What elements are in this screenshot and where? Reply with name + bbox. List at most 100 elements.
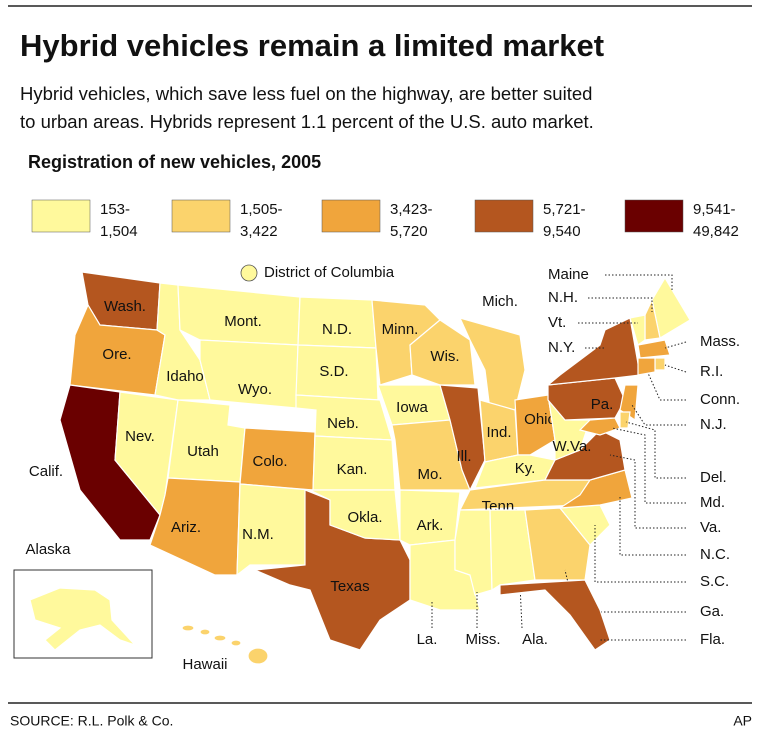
state-label: Ariz. xyxy=(171,519,201,536)
state-label: Maine xyxy=(548,266,589,283)
legend-label: 1,505- xyxy=(240,201,283,218)
legend-swatch xyxy=(31,199,91,233)
state-label: Mich. xyxy=(482,293,518,310)
state-label: Wis. xyxy=(430,348,459,365)
state-shape xyxy=(619,384,639,422)
leader-line xyxy=(625,421,686,479)
state-shape xyxy=(619,411,631,429)
state-label: Okla. xyxy=(347,509,382,526)
state-label: Iowa xyxy=(396,399,428,416)
legend-swatch xyxy=(474,199,534,233)
state-label: Alaska xyxy=(25,541,71,558)
state-label: N.H. xyxy=(548,289,578,306)
state-label: Kan. xyxy=(337,461,368,478)
state-shape xyxy=(489,509,536,592)
state-shape xyxy=(213,634,227,642)
state-label: R.I. xyxy=(700,363,723,380)
state-shape xyxy=(199,628,211,636)
state-label: N.Y. xyxy=(548,339,575,356)
state-shape xyxy=(546,317,641,386)
state-label: Neb. xyxy=(327,415,359,432)
legend-label: 5,720 xyxy=(390,223,428,240)
state-label: N.D. xyxy=(322,321,352,338)
state-shape xyxy=(236,483,311,577)
state-label: Ill. xyxy=(457,448,472,465)
state-shape xyxy=(524,507,591,581)
legend-title: Registration of new vehicles, 2005 xyxy=(28,152,321,172)
state-label: Ind. xyxy=(486,424,511,441)
state-shape xyxy=(578,417,621,436)
leader-line xyxy=(605,274,673,290)
state-label: Mass. xyxy=(700,333,740,350)
state-label: W.Va. xyxy=(553,438,592,455)
state-shape xyxy=(199,339,299,409)
leader-line xyxy=(664,364,687,373)
state-label: Wyo. xyxy=(238,381,272,398)
state-label: Ark. xyxy=(417,517,444,534)
legend-label: 9,540 xyxy=(543,223,581,240)
alaska-inset-frame xyxy=(13,569,153,659)
state-shape xyxy=(247,647,269,665)
state-shape xyxy=(230,639,242,647)
state-label: Del. xyxy=(700,469,727,486)
state-label: Mont. xyxy=(224,313,262,330)
state-label: S.C. xyxy=(700,573,729,590)
legend: 153- 1,504 1,505- 3,422 3,423- 5,720 5,721- 9,5… xyxy=(31,199,739,240)
state-label: Nev. xyxy=(125,428,155,445)
state-shape xyxy=(29,587,136,651)
state-label: Fla. xyxy=(700,631,725,648)
state-label: Colo. xyxy=(252,453,287,470)
dc-marker xyxy=(240,264,258,282)
leader-line xyxy=(611,427,686,504)
legend-swatch xyxy=(321,199,381,233)
legend-label: 153- xyxy=(100,201,130,218)
state-label: N.J. xyxy=(700,416,727,433)
legend-swatch xyxy=(171,199,231,233)
source: SOURCE: R.L. Polk & Co. xyxy=(10,713,173,729)
legend-label: 49,842 xyxy=(693,223,739,240)
state-shape xyxy=(167,399,246,483)
state-label: N.C. xyxy=(700,546,730,563)
state-label: Pa. xyxy=(591,396,614,413)
leader-line xyxy=(594,525,686,583)
leader-line xyxy=(588,297,653,312)
legend-label: 3,422 xyxy=(240,223,278,240)
leader-line xyxy=(664,341,687,349)
state-label: Ala. xyxy=(522,631,548,648)
legend-label: 1,504 xyxy=(100,223,138,240)
leader-line xyxy=(619,495,686,556)
state-label: Texas xyxy=(330,578,369,595)
leader-line xyxy=(609,454,686,529)
state-label: Idaho xyxy=(166,368,204,385)
dc-label: District of Columbia xyxy=(264,264,395,281)
state-label: N.M. xyxy=(242,526,274,543)
title: Hybrid vehicles remain a limited market xyxy=(20,28,604,63)
states: Wash. Ore. Calif. Nev. Idaho Mont. Wyo. Utah Col… xyxy=(25,264,740,673)
state-label: Hawaii xyxy=(182,656,227,673)
subtitle-line: to urban areas. Hybrids represent 1.1 pe… xyxy=(20,111,594,132)
state-shape xyxy=(309,489,401,541)
state-label: Md. xyxy=(700,494,725,511)
state-label: Utah xyxy=(187,443,219,460)
leader-line xyxy=(647,372,686,401)
state-label: Calif. xyxy=(29,463,63,480)
state-label: Vt. xyxy=(548,314,566,331)
state-shape xyxy=(629,314,646,346)
subtitle-line: Hybrid vehicles, which save less fuel on… xyxy=(20,83,592,104)
legend-label: 5,721- xyxy=(543,201,586,218)
state-shape xyxy=(409,319,476,386)
legend-label: 9,541- xyxy=(693,201,736,218)
state-label: Ky. xyxy=(515,460,536,477)
state-shape xyxy=(181,624,195,632)
state-label: Ohio xyxy=(524,411,556,428)
state-label: Miss. xyxy=(466,631,501,648)
state-label: La. xyxy=(417,631,438,648)
legend-label: 3,423- xyxy=(390,201,433,218)
state-label: Wash. xyxy=(104,298,146,315)
state-label: Mo. xyxy=(417,466,442,483)
state-shape xyxy=(637,339,671,359)
state-label: Conn. xyxy=(700,391,740,408)
state-label: Ore. xyxy=(102,346,131,363)
credit: AP xyxy=(733,713,752,729)
